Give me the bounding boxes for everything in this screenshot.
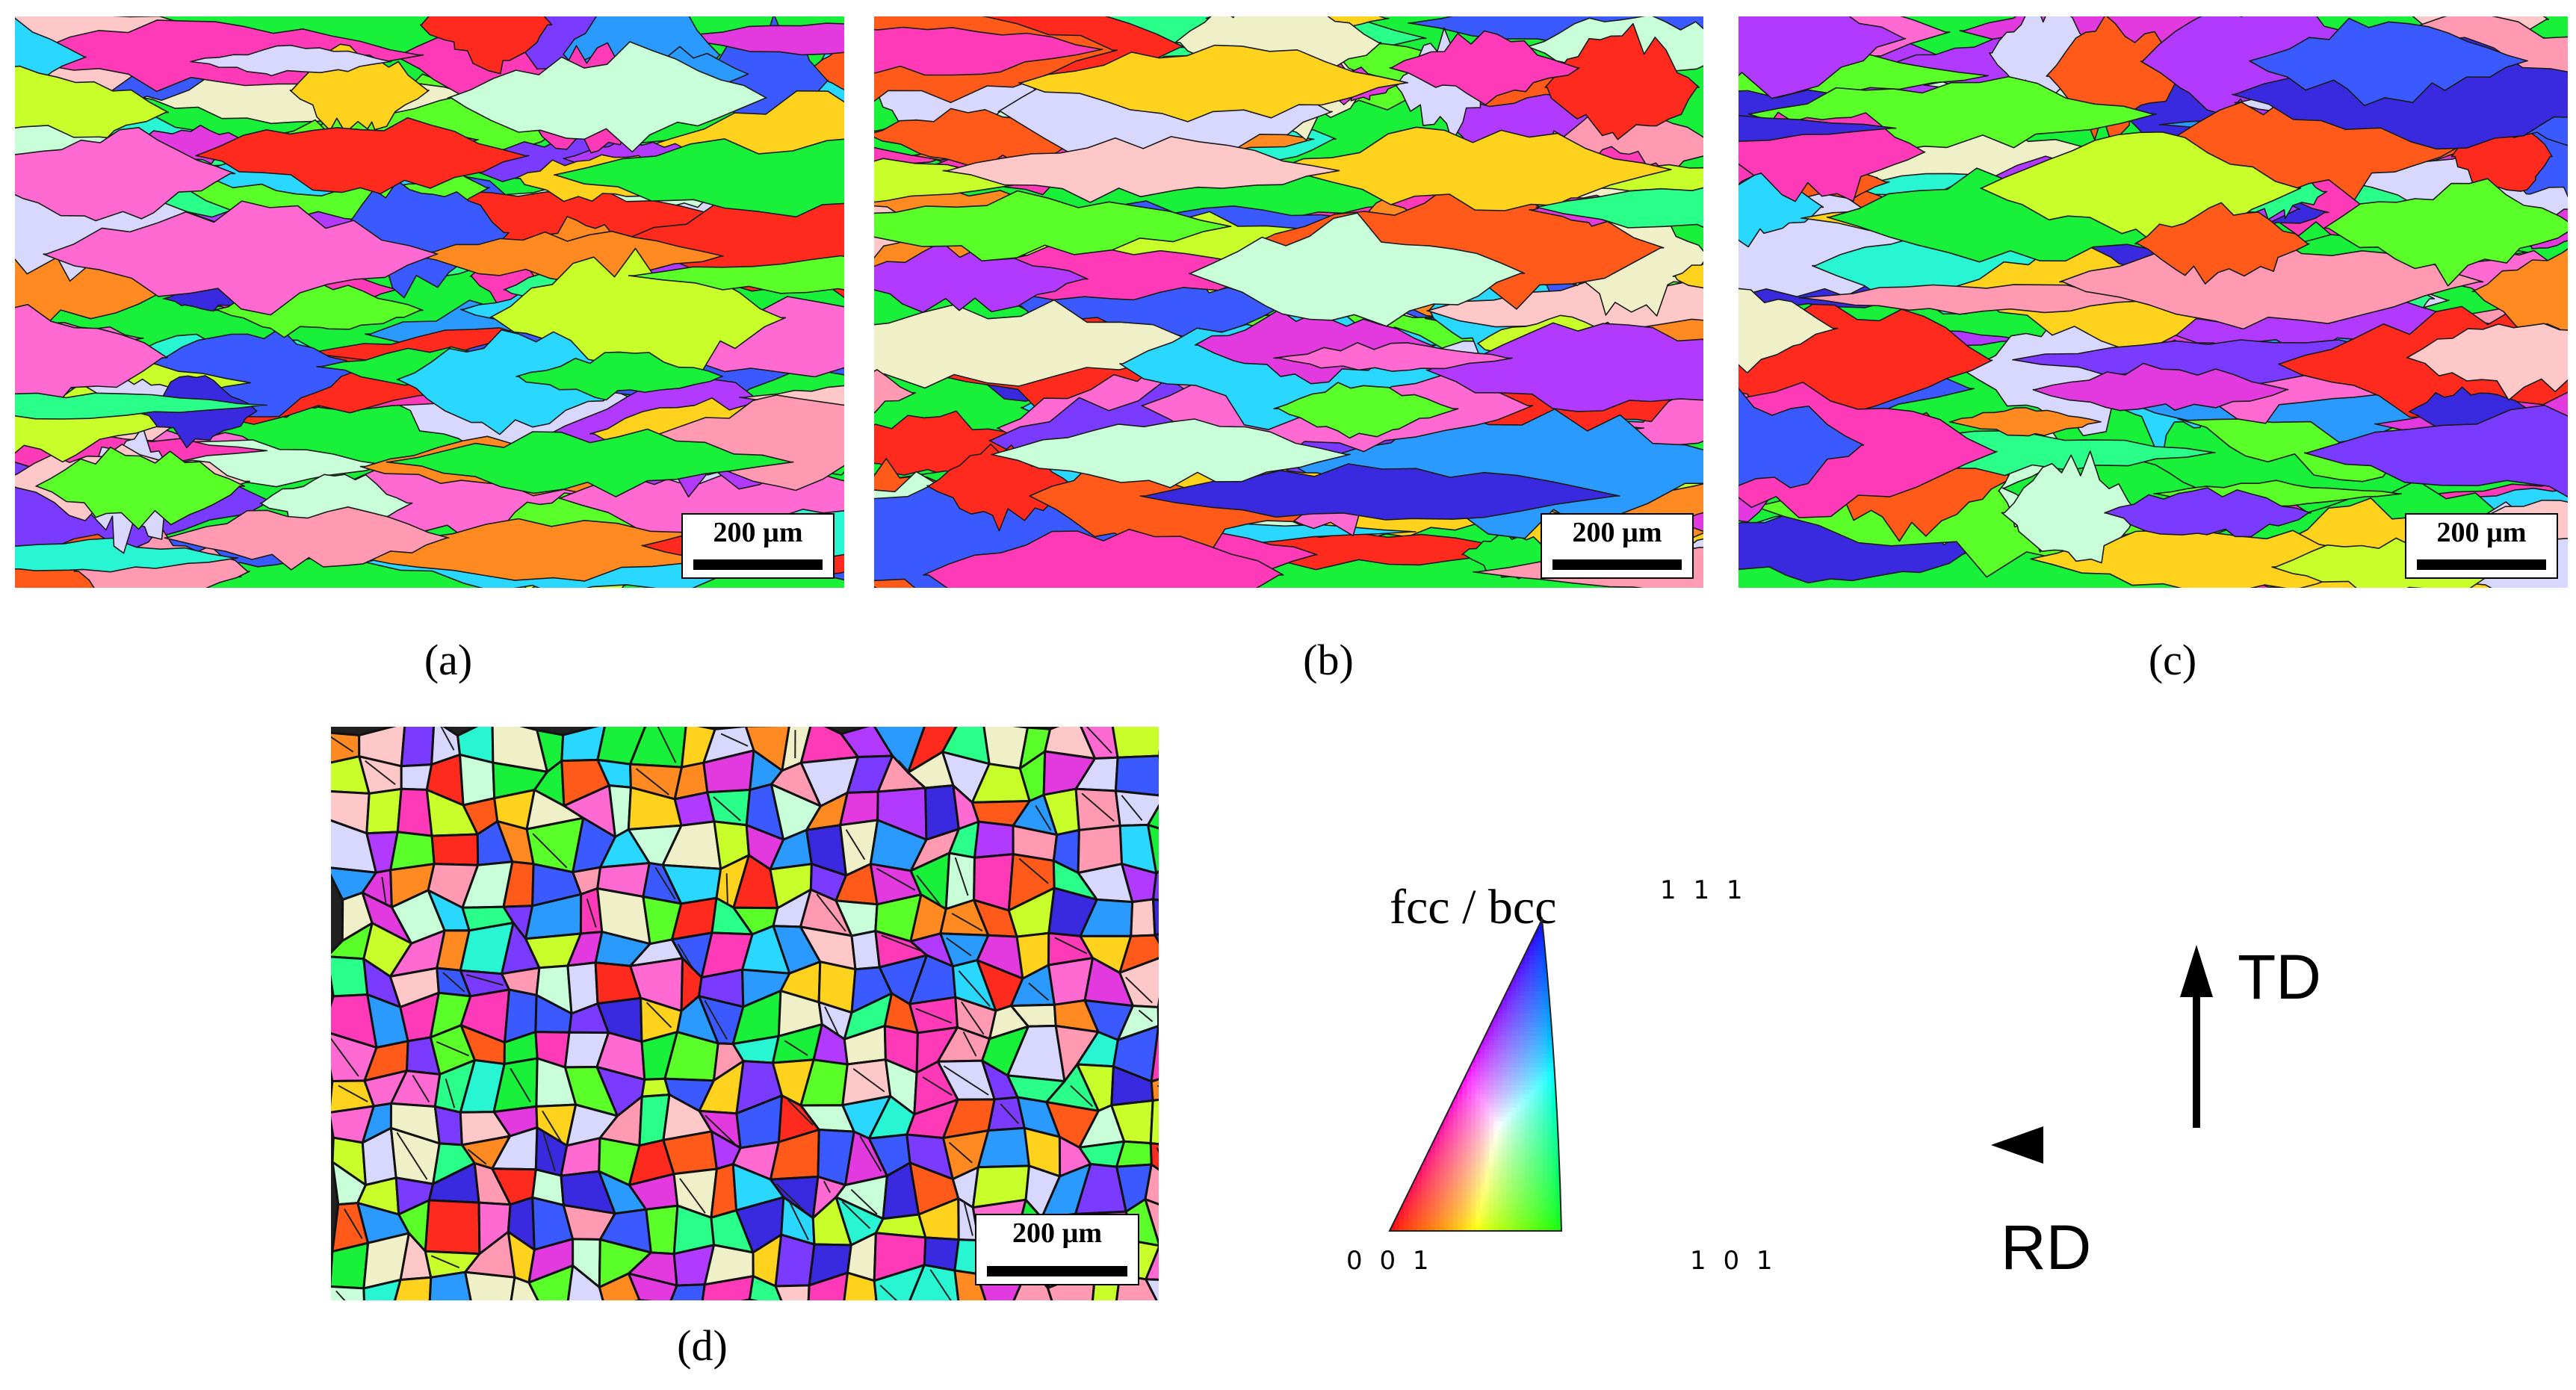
ipf-corner-101: 1 0 1: [1690, 1246, 1777, 1276]
rd-arrow-icon: [1991, 1126, 2043, 1164]
caption-b: (b): [1303, 636, 1354, 684]
scale-bar-a: 200 µm: [681, 513, 835, 579]
ipf-corner-111: 1 1 1: [1660, 875, 1747, 905]
grain-map-c: [1739, 16, 2568, 588]
ebsd-map-a: 200 µm: [15, 16, 844, 588]
scale-bar-d: 200 µm: [975, 1214, 1139, 1285]
td-axis-label: TD: [2238, 942, 2321, 1012]
ipf-corner-001: 0 0 1: [1346, 1246, 1434, 1276]
ebsd-map-d: 200 µm: [331, 727, 1159, 1300]
ebsd-map-b: 200 µm: [874, 16, 1703, 588]
scale-bar-label-a: 200 µm: [713, 517, 803, 548]
grain-map-b: [874, 16, 1703, 588]
scale-bar-label-d: 200 µm: [1012, 1217, 1103, 1249]
direction-axes: [2180, 945, 2213, 1128]
scale-bar-line-b: [1552, 559, 1682, 570]
grain-map-a: [15, 16, 844, 588]
scale-bar-b: 200 µm: [1541, 513, 1694, 579]
scale-bar-label-b: 200 µm: [1572, 517, 1662, 548]
td-arrow-icon: [2180, 945, 2213, 997]
ipf-legend-title: fcc / bcc: [1390, 880, 1557, 934]
scale-bar-line-c: [2417, 559, 2546, 570]
scale-bar-line-d: [987, 1266, 1127, 1276]
grain-map-d: [331, 727, 1159, 1300]
scale-bar-line-a: [693, 559, 823, 570]
caption-d: (d): [677, 1321, 728, 1370]
ebsd-map-c: 200 µm: [1739, 16, 2568, 588]
ipf-triangle-outline: [1388, 916, 1563, 1232]
caption-c: (c): [2148, 636, 2197, 684]
scale-bar-label-c: 200 µm: [2436, 517, 2527, 548]
caption-a: (a): [424, 636, 473, 684]
ipf-color-triangle: [1388, 916, 1563, 1232]
scale-bar-c: 200 µm: [2405, 513, 2558, 579]
rd-axis-label: RD: [2001, 1212, 2092, 1282]
